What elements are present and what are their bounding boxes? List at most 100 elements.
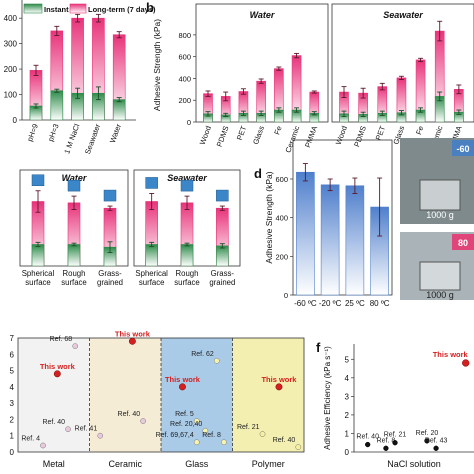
scatter-point-f-1 [365, 441, 371, 448]
instant-bar-a1 [50, 90, 64, 121]
tick-label-d-3: 600 [275, 175, 288, 184]
category-label-b-1-0: Wood [334, 125, 349, 146]
point-label-f-5: Ref. 43 [425, 437, 448, 444]
point-label-e-13: This work [261, 375, 297, 384]
tick-label-d-0: 0 [284, 291, 288, 300]
scatter-point-e-2 [65, 426, 71, 433]
xlabel-f: NaCl solution [387, 459, 441, 469]
scatter-point-e-3 [40, 442, 46, 449]
ylabel-b: Adhesive Strength (kPa) [152, 19, 162, 111]
point-label-e-7: This work [165, 375, 201, 384]
category-label-d-2: 25 ºC [345, 299, 365, 308]
instant-bar-a4 [112, 99, 126, 121]
scatter-point-f-4 [424, 438, 430, 444]
category-label-a-1: pH=3 [46, 123, 61, 143]
point-label-e-5: Ref. 40 [118, 411, 141, 418]
category-label-c-1-2-0: Grass- [211, 269, 235, 278]
scatter-point-e-7 [179, 383, 186, 391]
tick-label-e-5: 5 [10, 367, 15, 376]
category-label-c-1-2-1: grained [209, 278, 235, 287]
point-label-e-9: Ref. 5 [175, 411, 194, 418]
scatter-point-e-10 [202, 427, 209, 434]
point-label-e-14: Ref. 21 [237, 424, 260, 431]
ylabel-f: Adhesive Efficiency (kPa s⁻¹) [323, 346, 332, 450]
surface-icon-1-1 [180, 179, 194, 192]
category-label-c-1-1-1: surface [174, 278, 200, 287]
photo-top-label: -60 [456, 144, 469, 154]
tick-label-e-3: 3 [10, 399, 15, 408]
point-label-f-2: Ref. 8 [377, 437, 396, 444]
instant-bar-c1-2 [216, 245, 229, 267]
tick-label-a-3: 300 [4, 40, 18, 49]
tick-label-f-3: 3 [345, 392, 350, 401]
scatter-point-e-4 [128, 337, 136, 345]
scatter-point-f-3 [392, 440, 398, 446]
scatter-point-e-5 [140, 418, 146, 424]
surface-icon-0-1 [67, 179, 81, 192]
scatter-point-f-0 [462, 359, 470, 367]
point-label-f-3: Ref. 21 [384, 432, 407, 439]
point-label-e-6: Ref. 41 [75, 426, 98, 433]
tick-label-d-1: 200 [275, 252, 288, 261]
tick-label-e-1: 1 [10, 432, 15, 441]
tick-label-f-4: 4 [345, 374, 350, 383]
photo-top-weight: 1000 g [426, 210, 454, 220]
point-label-f-4: Ref. 20 [416, 430, 439, 437]
tick-label-b-0: 0 [187, 118, 191, 127]
category-label-a-0: pH=9 [25, 123, 40, 143]
region-bg-2 [161, 338, 233, 452]
instant-bar-c1-0 [145, 244, 158, 267]
scatter-point-e-14 [259, 431, 266, 437]
photo-bottom-badge [452, 234, 474, 250]
point-label-e-0: This work [40, 362, 76, 371]
point-label-e-10: Ref. 20,40 [170, 421, 202, 428]
category-label-b-0-5: Ceramic [283, 124, 301, 154]
panel-label-d: d [254, 166, 262, 181]
group-title-c-1: Seawater [167, 173, 207, 183]
tick-label-f-2: 2 [345, 411, 350, 420]
scatter-point-e-15 [295, 444, 302, 450]
weight-bottom [419, 261, 461, 291]
region-bg-1 [89, 338, 161, 452]
point-label-e-12: Ref. 69,67,4 [156, 432, 194, 439]
region-bg-0 [18, 338, 90, 452]
weight-top [419, 179, 461, 211]
tick-label-a-1: 100 [4, 91, 18, 100]
tick-label-e-2: 2 [10, 415, 15, 424]
tick-label-b-3: 600 [178, 53, 191, 62]
tick-label-b-1: 200 [178, 96, 191, 105]
surface-icon-0-0 [31, 174, 45, 186]
group-title-c-0: Water [62, 173, 87, 183]
surface-icon-1-0 [145, 177, 158, 189]
tick-label-f-1: 1 [345, 429, 350, 438]
temp-bar-0 [296, 171, 315, 296]
scatter-point-e-9 [193, 418, 200, 424]
group-title-b-0: Water [250, 10, 275, 20]
tick-label-d-2: 400 [275, 214, 288, 223]
group-title-b-1: Seawater [383, 10, 423, 20]
tick-label-e-4: 4 [10, 383, 15, 392]
category-label-b-0-3: Glass [251, 124, 266, 145]
tick-label-a-0: 0 [13, 116, 18, 125]
category-label-c-0-2-0: Grass- [98, 269, 122, 278]
tick-label-e-6: 6 [10, 350, 15, 359]
frame-e [17, 337, 305, 453]
scatter-point-e-0 [53, 370, 61, 378]
legend-longterm-label: Long-term (7 days) [88, 5, 156, 14]
tick-label-a-2: 200 [4, 65, 18, 74]
scatter-point-e-12 [193, 439, 200, 446]
point-label-e-1: Ref. 68 [50, 336, 73, 343]
tick-label-e-7: 7 [10, 334, 15, 343]
ylabel-d: Adhesive Strength (kPa) [264, 171, 274, 263]
category-label-c-0-2-1: grained [97, 278, 123, 287]
category-label-a-4: Water [108, 122, 123, 144]
legend-longterm-swatch [69, 3, 87, 14]
category-label-c-1-1-0: Rough [176, 269, 199, 278]
point-label-e-8: Ref. 62 [191, 351, 214, 358]
category-label-c-0-1-0: Rough [63, 269, 86, 278]
category-label-b-0-1: PDMS [215, 125, 231, 148]
region-label-1: Ceramic [108, 459, 142, 469]
scatter-point-f-5 [433, 445, 439, 451]
category-label-d-1: -20 ºC [319, 299, 342, 308]
